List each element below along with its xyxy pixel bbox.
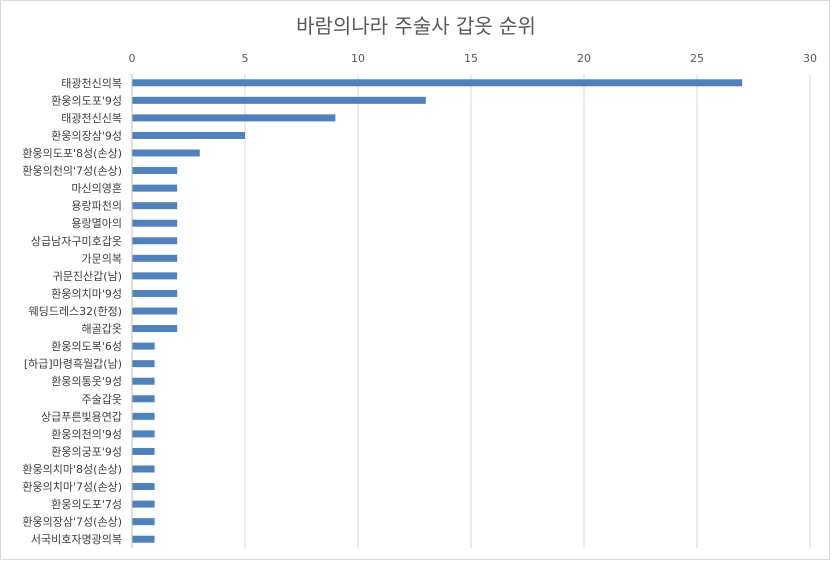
category-label: 상급푸른빛용연갑 — [41, 410, 122, 423]
category-label: 환웅의도복'6성 — [51, 340, 122, 353]
bar — [132, 465, 155, 473]
bar — [132, 342, 155, 350]
category-label: 상급남자구미호갑옷 — [31, 235, 122, 248]
category-label: 환웅의치마'8성(손상) — [22, 463, 122, 476]
category-label: 환웅의치마'9성 — [51, 287, 122, 300]
category-label: 환웅의도포'8성(손상) — [22, 147, 122, 160]
bar — [132, 237, 178, 245]
bar — [132, 377, 155, 385]
x-tick-label: 25 — [690, 52, 704, 65]
bar — [132, 518, 155, 526]
category-label: 마신의영혼 — [71, 182, 122, 195]
bar — [132, 500, 155, 508]
category-label: 용랑멸아의 — [71, 217, 122, 230]
category-label: 환웅의통옷'9성 — [51, 375, 122, 388]
bar — [132, 149, 200, 157]
category-label: 환웅의도포'7성 — [51, 498, 122, 511]
x-tick-label: 20 — [577, 52, 591, 65]
category-label: [하급]마령흑월갑(남) — [24, 357, 122, 371]
category-label: 해골갑옷 — [82, 322, 122, 336]
bar — [132, 131, 245, 139]
category-label: 서국비호자명광의복 — [31, 533, 122, 546]
bar — [132, 325, 178, 333]
bar — [132, 289, 178, 297]
bar — [132, 114, 336, 122]
category-label: 귀문진산갑(남) — [53, 270, 122, 283]
x-tick-label: 10 — [351, 52, 365, 65]
bar — [132, 307, 178, 315]
category-label: 가문의복 — [82, 252, 122, 265]
x-tick-label: 30 — [803, 52, 817, 65]
bar — [132, 202, 178, 210]
category-label: 환웅의장삼'7성(손상) — [22, 516, 122, 529]
bar — [132, 79, 743, 87]
category-label: 환웅의천의'7성(손상) — [22, 164, 122, 178]
category-label: 환웅의치마'7성(손상) — [22, 481, 122, 494]
category-label: 환웅의궁포'9성 — [51, 445, 122, 458]
bar — [132, 447, 155, 455]
category-label: 환웅의천의'9성 — [51, 427, 122, 441]
x-tick-label: 15 — [464, 52, 478, 65]
bar — [132, 535, 155, 543]
chart-title: 바람의나라 주술사 갑옷 순위 — [296, 14, 536, 38]
bar — [132, 360, 155, 368]
bar — [132, 412, 155, 420]
bar — [132, 254, 178, 262]
x-tick-label: 0 — [129, 52, 136, 65]
category-label: 주술갑옷 — [82, 393, 122, 406]
bar — [132, 184, 178, 192]
bar — [132, 167, 178, 175]
x-tick-label: 5 — [242, 52, 249, 65]
bar — [132, 272, 178, 280]
bar — [132, 96, 426, 104]
category-label: 환웅의도포'9성 — [51, 94, 122, 107]
category-label: 용랑파천의 — [71, 199, 122, 213]
bar — [132, 430, 155, 438]
category-label: 태광천신신복 — [61, 111, 122, 125]
bar — [132, 395, 155, 403]
bar — [132, 219, 178, 227]
bar — [132, 483, 155, 491]
category-label: 웨딩드레스32(한정) — [29, 305, 122, 318]
category-label: 태광천신의복 — [61, 76, 122, 90]
category-label: 환웅의장삼'9성 — [51, 129, 122, 142]
